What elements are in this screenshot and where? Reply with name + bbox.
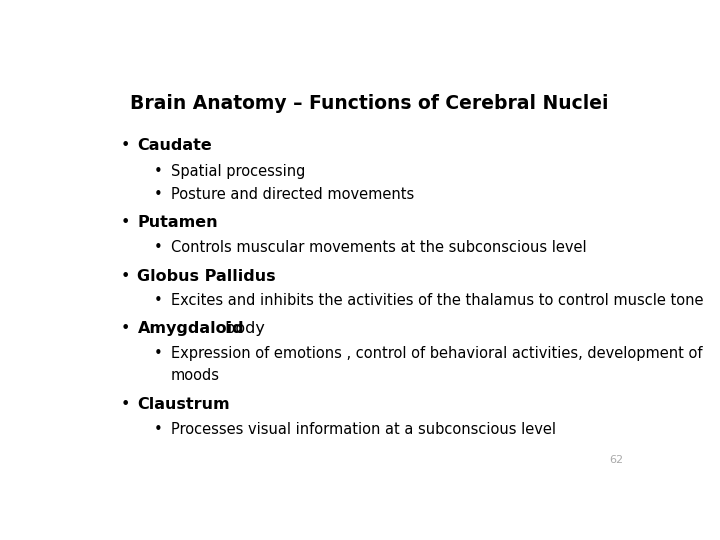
Text: •: •	[121, 397, 130, 413]
Text: •: •	[121, 321, 130, 336]
Text: moods: moods	[171, 368, 220, 383]
Text: Processes visual information at a subconscious level: Processes visual information at a subcon…	[171, 422, 556, 437]
Text: Amygdaloid: Amygdaloid	[138, 321, 244, 336]
Text: body: body	[220, 321, 265, 336]
Text: Brain Anatomy – Functions of Cerebral Nuclei: Brain Anatomy – Functions of Cerebral Nu…	[130, 94, 608, 113]
Text: •: •	[154, 187, 163, 201]
Text: Spatial processing: Spatial processing	[171, 164, 305, 179]
Text: Excites and inhibits the activities of the thalamus to control muscle tone: Excites and inhibits the activities of t…	[171, 294, 703, 308]
Text: 62: 62	[609, 455, 623, 465]
Text: •: •	[154, 294, 163, 308]
Text: •: •	[154, 346, 163, 361]
Text: Claustrum: Claustrum	[138, 397, 230, 413]
Text: •: •	[121, 138, 130, 153]
Text: Caudate: Caudate	[138, 138, 212, 153]
Text: •: •	[154, 422, 163, 437]
Text: •: •	[154, 240, 163, 255]
Text: Controls muscular movements at the subconscious level: Controls muscular movements at the subco…	[171, 240, 587, 255]
Text: Posture and directed movements: Posture and directed movements	[171, 187, 414, 201]
Text: •: •	[154, 164, 163, 179]
Text: •: •	[121, 268, 130, 284]
Text: •: •	[121, 215, 130, 231]
Text: Expression of emotions , control of behavioral activities, development of: Expression of emotions , control of beha…	[171, 346, 703, 361]
Text: Putamen: Putamen	[138, 215, 218, 231]
Text: Globus Pallidus: Globus Pallidus	[138, 268, 276, 284]
